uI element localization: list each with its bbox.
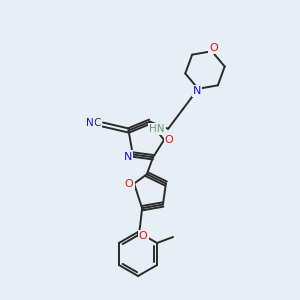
Text: O: O — [139, 231, 148, 241]
Text: HN: HN — [149, 124, 165, 134]
Text: N: N — [86, 118, 93, 128]
Text: N: N — [124, 152, 132, 162]
Text: O: O — [125, 178, 134, 188]
Text: N: N — [193, 86, 201, 96]
Text: O: O — [209, 43, 218, 53]
Text: O: O — [165, 135, 173, 145]
Text: C: C — [94, 118, 101, 128]
